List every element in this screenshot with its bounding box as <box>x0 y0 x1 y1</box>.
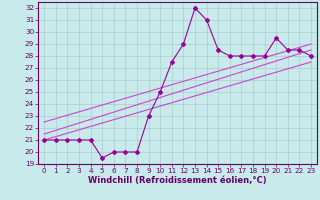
X-axis label: Windchill (Refroidissement éolien,°C): Windchill (Refroidissement éolien,°C) <box>88 176 267 185</box>
